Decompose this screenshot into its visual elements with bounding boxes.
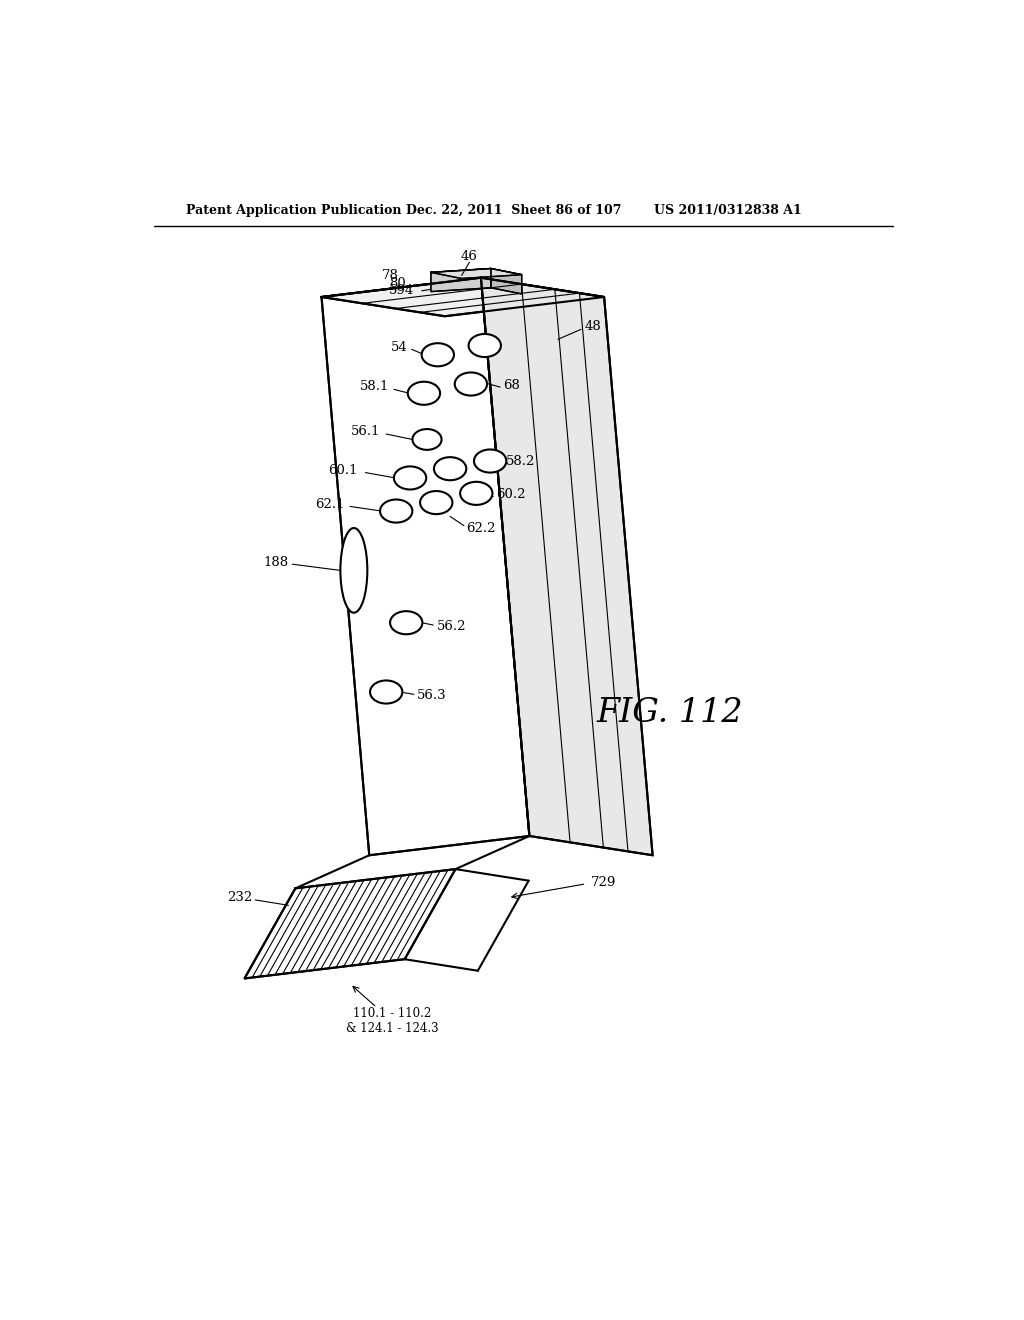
Polygon shape (431, 268, 490, 292)
Polygon shape (322, 277, 604, 317)
Ellipse shape (408, 381, 440, 405)
Text: 594: 594 (389, 284, 414, 297)
Text: 80: 80 (389, 277, 407, 289)
Text: 729: 729 (591, 875, 616, 888)
Text: 54: 54 (391, 341, 408, 354)
Ellipse shape (469, 334, 501, 358)
Text: 62.1: 62.1 (315, 499, 345, 511)
Text: 110.1 - 110.2: 110.1 - 110.2 (353, 1007, 431, 1019)
Text: 46: 46 (461, 251, 478, 264)
Text: 56.3: 56.3 (417, 689, 446, 702)
Text: US 2011/0312838 A1: US 2011/0312838 A1 (654, 205, 802, 218)
Text: 232: 232 (227, 891, 252, 904)
Ellipse shape (413, 429, 441, 450)
Ellipse shape (455, 372, 487, 396)
Polygon shape (245, 869, 456, 978)
Ellipse shape (380, 499, 413, 523)
Text: Dec. 22, 2011  Sheet 86 of 107: Dec. 22, 2011 Sheet 86 of 107 (407, 205, 622, 218)
Text: 188: 188 (263, 556, 289, 569)
Text: 58.2: 58.2 (506, 454, 536, 467)
Text: 78: 78 (382, 269, 398, 282)
Ellipse shape (474, 449, 506, 473)
Ellipse shape (390, 611, 422, 635)
Text: 56.1: 56.1 (351, 425, 381, 438)
Text: 62.2: 62.2 (466, 521, 496, 535)
Polygon shape (322, 277, 529, 855)
Ellipse shape (394, 466, 426, 490)
Ellipse shape (370, 681, 402, 704)
Ellipse shape (420, 491, 453, 513)
Text: 58.1: 58.1 (359, 380, 389, 393)
Text: & 124.1 - 124.3: & 124.1 - 124.3 (346, 1022, 438, 1035)
Ellipse shape (340, 528, 368, 612)
Polygon shape (490, 268, 521, 294)
Polygon shape (431, 268, 521, 279)
Ellipse shape (460, 482, 493, 504)
Polygon shape (481, 277, 652, 855)
Ellipse shape (422, 343, 454, 366)
Text: 48: 48 (585, 319, 602, 333)
Text: 68: 68 (503, 379, 520, 392)
Ellipse shape (434, 457, 466, 480)
Text: 60.2: 60.2 (497, 488, 525, 502)
Text: 60.1: 60.1 (329, 463, 357, 477)
Text: 56.2: 56.2 (437, 620, 467, 634)
Text: Patent Application Publication: Patent Application Publication (186, 205, 401, 218)
Text: FIG. 112: FIG. 112 (596, 697, 742, 729)
